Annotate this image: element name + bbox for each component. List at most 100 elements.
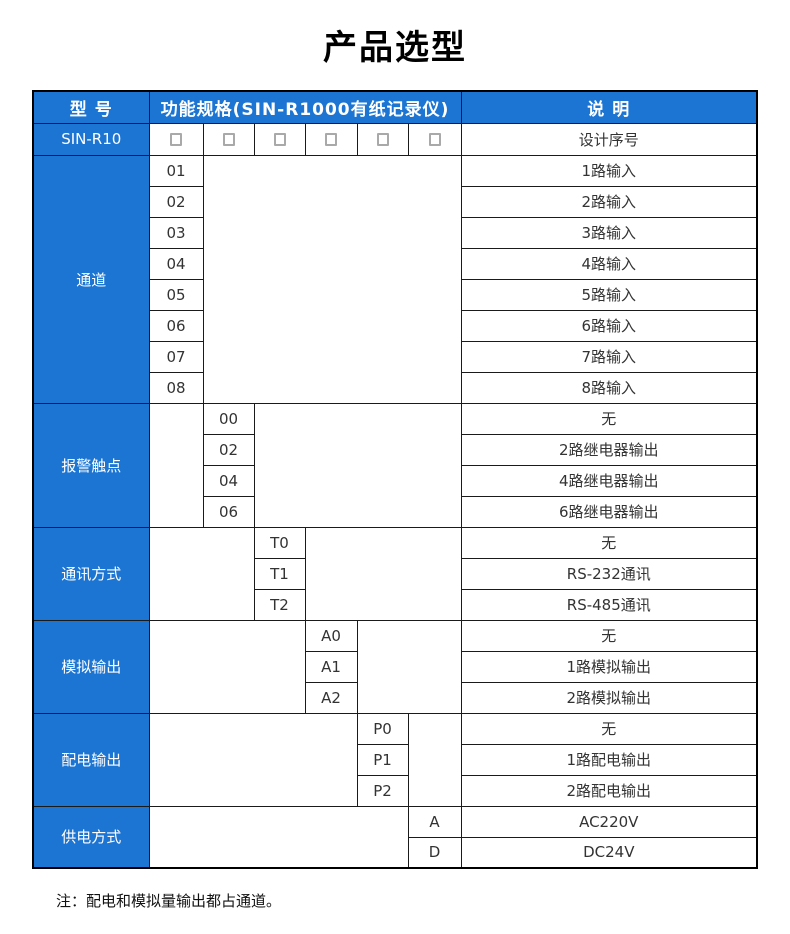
code-position-cell-2 [202, 122, 255, 156]
table-row: P2 2路配电输出 [33, 774, 758, 807]
option-code-cell: D [407, 836, 462, 869]
option-code-cell: A2 [304, 681, 358, 714]
table-row: T2 RS-485通讯 [33, 588, 758, 621]
option-code-cell: P2 [356, 774, 409, 807]
model-row: SIN-R10 设计序号 [32, 122, 758, 156]
option-description-cell: 2路配电输出 [460, 774, 758, 807]
option-code-cell: 02 [148, 185, 204, 218]
header-model: 型 号 [32, 90, 150, 124]
description-cell: 设计序号 [460, 122, 758, 156]
model-name-cell: SIN-R10 [32, 122, 150, 156]
option-code-cell: 05 [148, 278, 204, 311]
table-row: D DC24V [33, 836, 758, 869]
table-row: 06 6路输入 [33, 309, 758, 342]
header-description: 说 明 [460, 90, 758, 124]
option-description-cell: 3路输入 [460, 216, 758, 249]
section-label-power-distribution: 配电输出 [32, 712, 150, 807]
spacer-cell [356, 619, 462, 714]
option-description-cell: 7路输入 [460, 340, 758, 373]
option-description-cell: 4路输入 [460, 247, 758, 280]
section-label-analog-output: 模拟输出 [32, 619, 150, 714]
spacer-cell [148, 402, 204, 528]
spacer-cell [253, 402, 462, 528]
table-row: 02 2路继电器输出 [33, 433, 758, 466]
table-row: 05 5路输入 [33, 278, 758, 311]
option-code-cell: P1 [356, 743, 409, 776]
table-row: 07 7路输入 [33, 340, 758, 373]
option-code-cell: A1 [304, 650, 358, 683]
spacer-cell [148, 805, 409, 869]
option-description-cell: RS-232通讯 [460, 557, 758, 590]
option-description-cell: 5路输入 [460, 278, 758, 311]
table-row: 通道 01 1路输入 [32, 154, 758, 404]
code-position-cell-6 [407, 122, 462, 156]
option-description-cell: 无 [460, 526, 758, 559]
code-position-cell-4 [304, 122, 358, 156]
page-title: 产品选型 [323, 28, 467, 68]
code-position-cell-3 [253, 122, 306, 156]
option-description-cell: 无 [460, 402, 758, 435]
option-description-cell: 4路继电器输出 [460, 464, 758, 497]
option-code-cell: T1 [253, 557, 306, 590]
spacer-cell [148, 619, 306, 714]
option-description-cell: 6路输入 [460, 309, 758, 342]
option-description-cell: 1路配电输出 [460, 743, 758, 776]
option-code-cell: 01 [148, 154, 204, 187]
table-row: 08 8路输入 [33, 371, 758, 404]
table-row: 报警触点 00 无 [32, 402, 758, 528]
empty-checkbox-icon [170, 133, 182, 146]
empty-checkbox-icon [428, 133, 441, 146]
option-description-cell: 2路模拟输出 [460, 681, 758, 714]
spacer-cell [407, 712, 462, 807]
empty-checkbox-icon [376, 133, 389, 146]
option-description-cell: 2路继电器输出 [460, 433, 758, 466]
footnote: 注：配电和模拟量输出都占通道。 [56, 892, 282, 910]
empty-checkbox-icon [325, 133, 337, 146]
empty-checkbox-icon [273, 133, 286, 146]
option-description-cell: 6路继电器输出 [460, 495, 758, 528]
table-row: A2 2路模拟输出 [33, 681, 758, 714]
table-row: 模拟输出 A0 无 [32, 619, 758, 714]
option-code-cell: A0 [304, 619, 358, 652]
option-code-cell: 06 [148, 309, 204, 342]
option-code-cell: 00 [202, 402, 255, 435]
table-row: P1 1路配电输出 [33, 743, 758, 776]
table-row: 06 6路继电器输出 [33, 495, 758, 528]
option-description-cell: 无 [460, 619, 758, 652]
spacer-cell [148, 712, 358, 807]
option-code-cell: 08 [148, 371, 204, 404]
section-label-channels: 通道 [32, 154, 150, 404]
option-description-cell: 1路模拟输出 [460, 650, 758, 683]
option-code-cell: 03 [148, 216, 204, 249]
spacer-cell [148, 526, 255, 621]
spacer-cell [304, 526, 462, 621]
table-row: 通讯方式 T0 无 [32, 526, 758, 621]
option-description-cell: 2路输入 [460, 185, 758, 218]
option-description-cell: 8路输入 [460, 371, 758, 404]
table-row: A1 1路模拟输出 [33, 650, 758, 683]
section-label-power-supply: 供电方式 [32, 805, 150, 869]
table-row: 03 3路输入 [33, 216, 758, 249]
spacer-cell [202, 154, 462, 404]
option-description-cell: RS-485通讯 [460, 588, 758, 621]
option-code-cell: 02 [202, 433, 255, 466]
table-row: 配电输出 P0 无 [32, 712, 758, 807]
code-position-cell-1 [148, 122, 204, 156]
product-selection-table: 型 号 功能规格(SIN-R1000有纸记录仪) 说 明 SIN-R10 设计序… [32, 90, 759, 869]
option-description-cell: 1路输入 [460, 154, 758, 187]
option-code-cell: P0 [356, 712, 409, 745]
section-label-alarm-contacts: 报警触点 [32, 402, 150, 528]
option-code-cell: 07 [148, 340, 204, 373]
table-row: 供电方式 A AC220V [32, 805, 758, 869]
option-description-cell: DC24V [460, 836, 758, 869]
option-code-cell: 04 [202, 464, 255, 497]
table-header-row: 型 号 功能规格(SIN-R1000有纸记录仪) 说 明 [32, 90, 758, 124]
code-position-cell-5 [356, 122, 409, 156]
table-row: 02 2路输入 [33, 185, 758, 218]
option-code-cell: 06 [202, 495, 255, 528]
option-code-cell: T2 [253, 588, 306, 621]
empty-checkbox-icon [222, 133, 235, 146]
header-spec: 功能规格(SIN-R1000有纸记录仪) [148, 90, 462, 124]
option-description-cell: AC220V [460, 805, 758, 838]
section-label-communication: 通讯方式 [32, 526, 150, 621]
